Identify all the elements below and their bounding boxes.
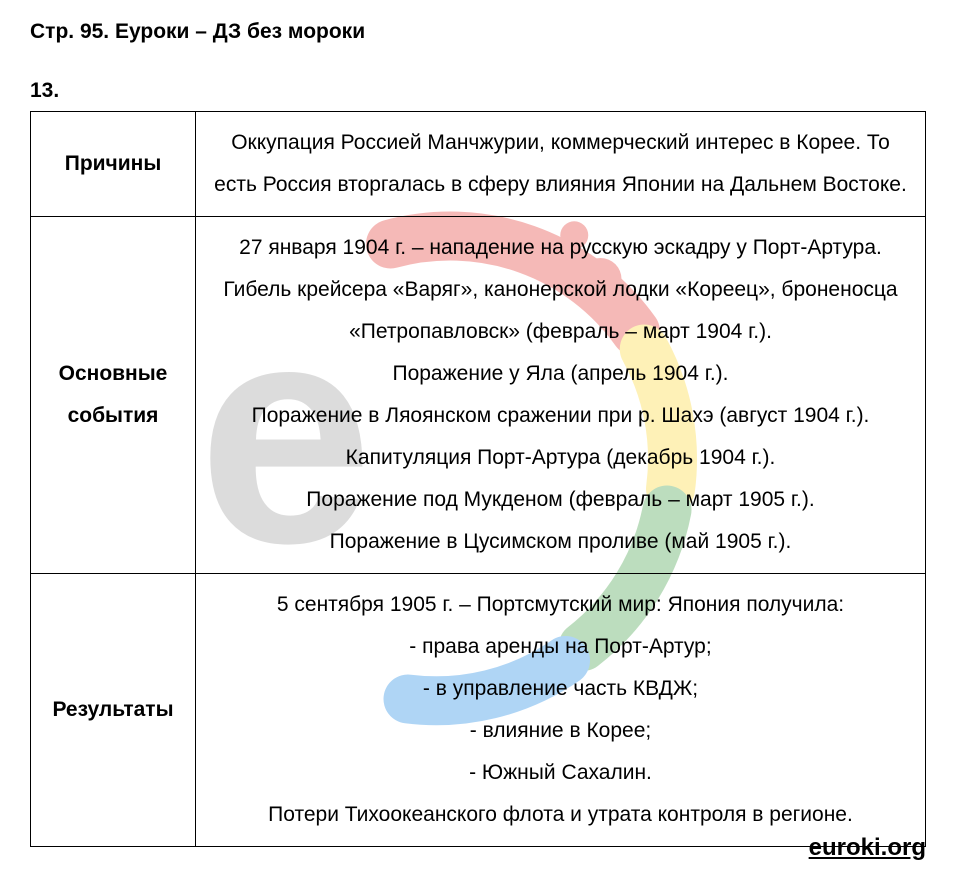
document-content: Стр. 95. Еуроки – ДЗ без мороки 13. Прич… [30,20,926,847]
table-row: Причины Оккупация Россией Манчжурии, ком… [31,112,926,217]
row-value: 27 января 1904 г. – нападение на русскую… [196,217,926,574]
table-row: Результаты 5 сентября 1905 г. – Портсмут… [31,574,926,847]
row-label: Причины [31,112,196,217]
row-label: Результаты [31,574,196,847]
row-label: Основные события [31,217,196,574]
row-value: Оккупация Россией Манчжурии, коммерчески… [196,112,926,217]
question-number: 13. [30,79,926,103]
table-row: Основные события 27 января 1904 г. – нап… [31,217,926,574]
table-body: Причины Оккупация Россией Манчжурии, ком… [31,112,926,847]
row-value: 5 сентября 1905 г. – Портсмутский мир: Я… [196,574,926,847]
data-table: Причины Оккупация Россией Манчжурии, ком… [30,111,926,847]
page-header: Стр. 95. Еуроки – ДЗ без мороки [30,20,926,44]
